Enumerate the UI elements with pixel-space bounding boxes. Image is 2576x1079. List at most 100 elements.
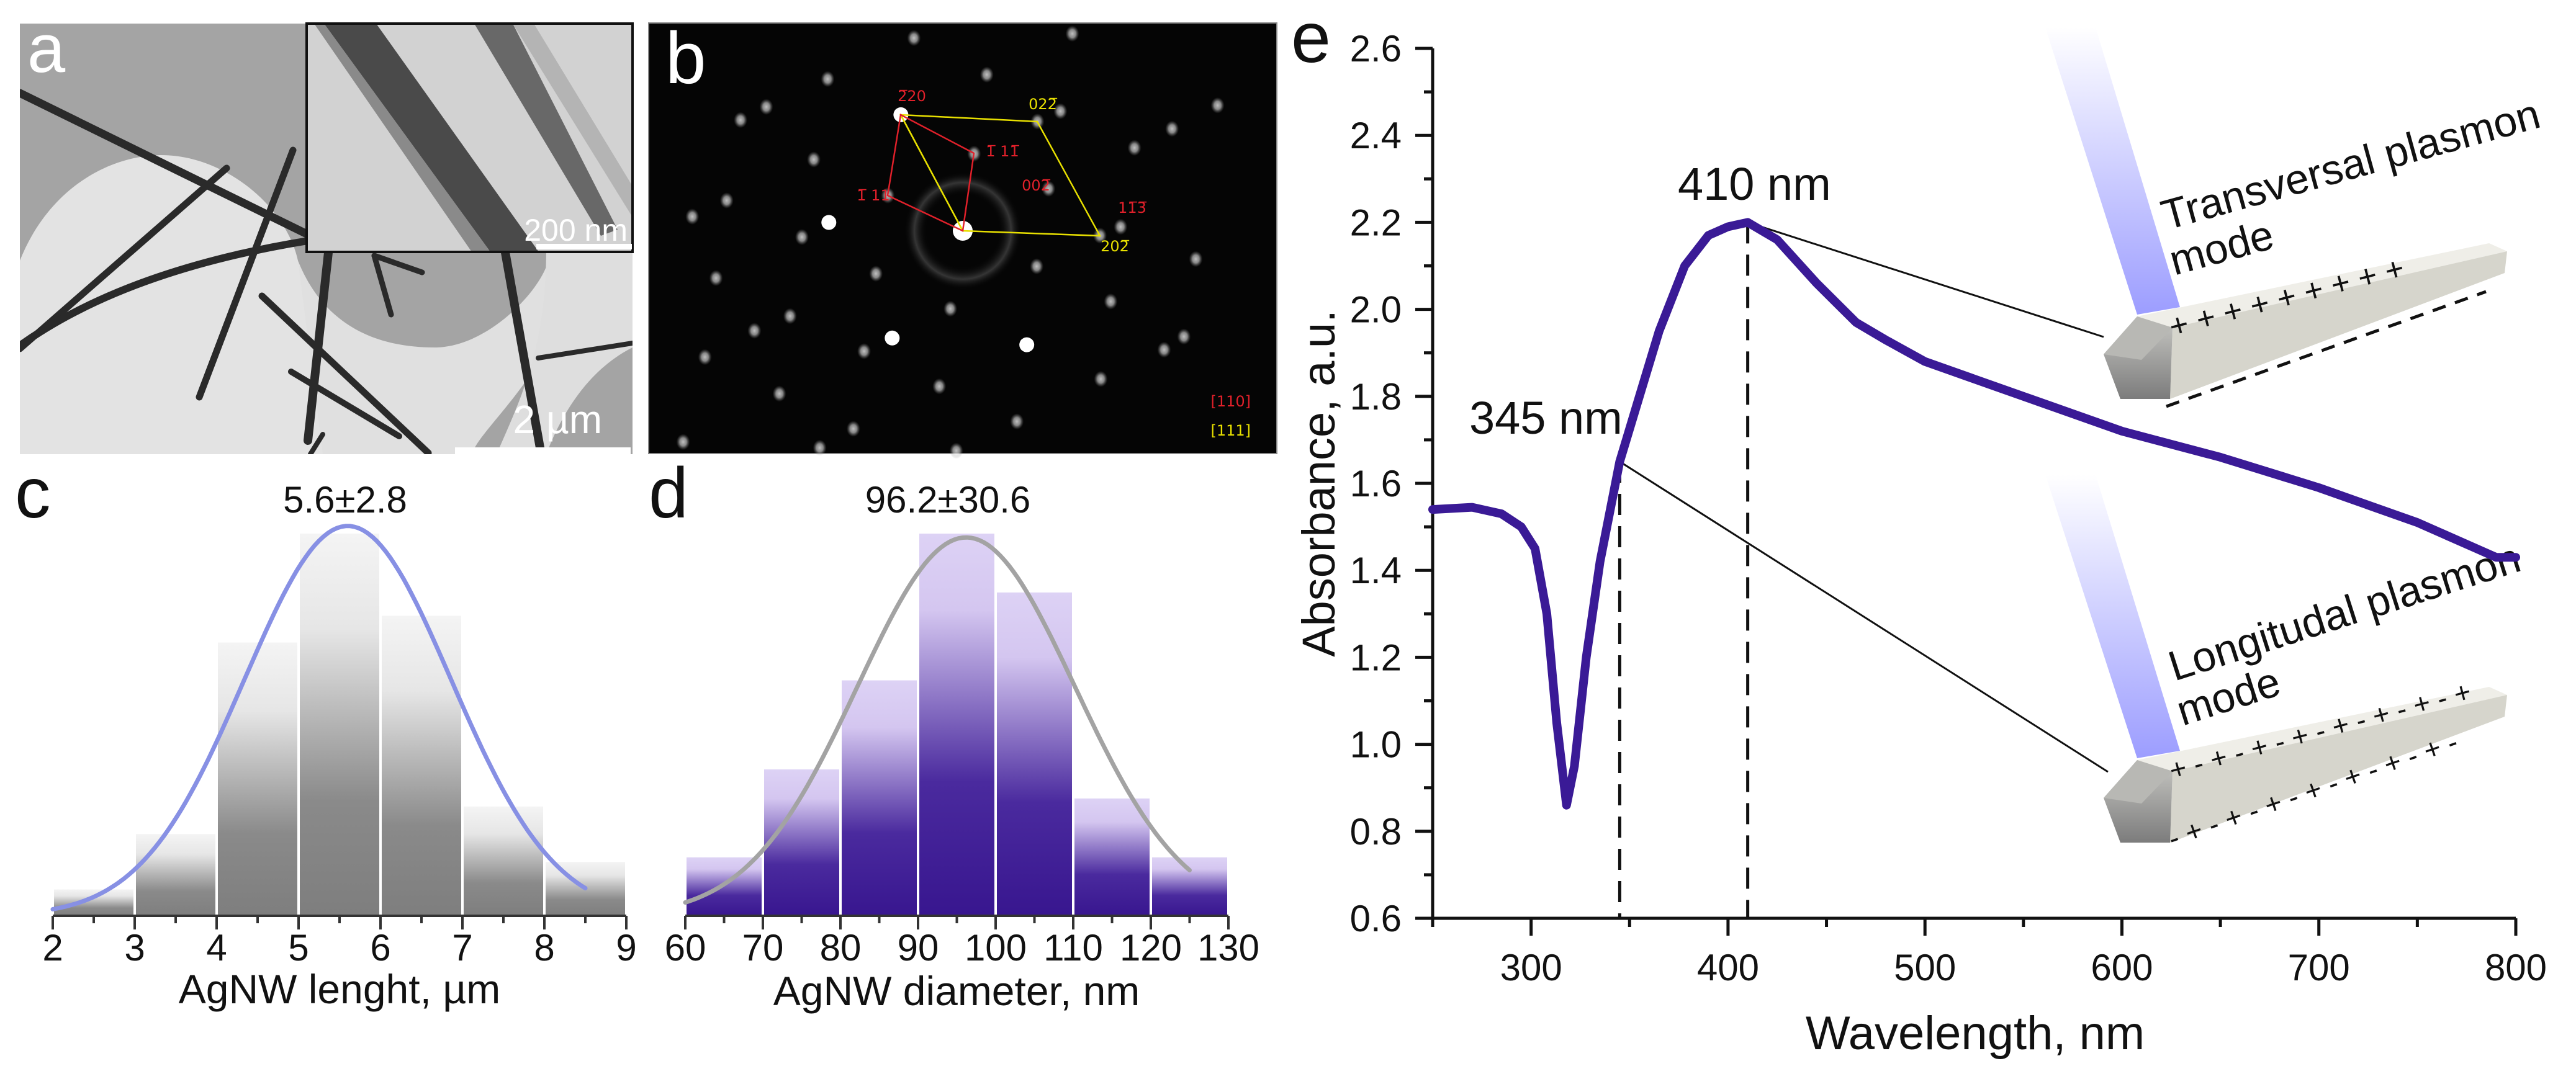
nanowire [20, 164, 230, 352]
nanowire [20, 237, 312, 349]
inset-longitudinal-mode: + - + - + - + - + - + - + - + - + - + - … [2045, 475, 2526, 854]
light-beam-icon [2045, 27, 2180, 315]
diffraction-spot [807, 151, 821, 168]
bright-diffraction-spot [821, 215, 837, 230]
histogram-bar [842, 680, 917, 916]
inset-scale-label: 200 nm [524, 213, 628, 248]
x-tick-label: 700 [2288, 947, 2350, 988]
x-tick-label: 400 [1697, 947, 1759, 988]
chart-title-d: 96.2±30.6 [865, 479, 1030, 521]
inset-transversal-mode: + + + + + + + + + Transversal plasmon mo… [2045, 27, 2545, 408]
diffraction-spot [846, 421, 860, 437]
panel-c-length-histogram: c 5.6±2.8 2 3 4 5 6 7 8 9 AgNW lenght, µm [15, 454, 637, 1012]
nanowire [258, 292, 432, 454]
nanowire [501, 248, 545, 454]
peak-410-annotation: 410 nm [1678, 158, 1831, 210]
diffraction-spot [1104, 293, 1118, 310]
y-tick-label: 0.8 [1350, 811, 1402, 853]
panel-b-saed-pattern: 2̅20 022̅ 1̅ 11̅ 1̅ 11 002̅ 11̅3̅ 202̅ [110] [… [648, 17, 1277, 459]
diffraction-spot [1042, 181, 1056, 197]
panel-label-b: b [665, 17, 706, 99]
x-axis-label-e: Wavelength, nm [1806, 1007, 2145, 1060]
red-zone-cell [886, 114, 975, 232]
diffraction-spot [772, 385, 786, 402]
diffraction-spot [783, 308, 797, 325]
x-tick-label: 7 [452, 927, 472, 969]
diffraction-spot [932, 378, 947, 395]
x-tick-label: 500 [1894, 947, 1956, 988]
diffraction-spot [949, 442, 963, 459]
diffraction-spot [709, 270, 723, 287]
histogram-bar [136, 834, 215, 916]
diffraction-spot [1127, 140, 1142, 156]
x-axis-label-d: AgNW diameter, nm [773, 968, 1140, 1014]
panel-label-a: a [27, 11, 66, 87]
y-tick-label: 2.0 [1350, 289, 1402, 331]
panel-label-e: e [1291, 0, 1331, 78]
diffraction-spot [1065, 25, 1079, 42]
bright-diffraction-spot [1019, 337, 1035, 352]
diffraction-spot [821, 71, 835, 87]
diffraction-spot [719, 192, 734, 209]
absorbance-spectrum-line [1428, 218, 2520, 810]
inset-scale-bar [536, 244, 632, 249]
nanowire-icon [2104, 243, 2507, 399]
y-axis-label-e: Absorbance, a.u. [1293, 310, 1344, 656]
diffraction-spot [734, 112, 748, 128]
gaussian-fit-curve [50, 524, 588, 911]
diffraction-spot [1094, 370, 1108, 387]
spot-index-label: 1̅ 11 [857, 187, 889, 204]
tem-film-hole [20, 155, 335, 454]
spot-index-label: 002̅ [1022, 177, 1051, 194]
zone-axis-111: [111] [1210, 422, 1251, 439]
x-tick-label: 2 [42, 927, 63, 969]
nanowire [196, 146, 297, 401]
x-tick-label: 80 [820, 927, 862, 969]
nanowire [371, 253, 394, 318]
diffraction-spot [1053, 103, 1068, 120]
diffraction-spot [1189, 251, 1203, 267]
tem-inset: 200 nm [305, 22, 634, 253]
diffraction-spot [1210, 97, 1225, 114]
diffraction-spot [1157, 341, 1171, 358]
longitudinal-label-line1: Longitudal plasmon [2163, 534, 2526, 691]
peak-345-annotation: 345 nm [1469, 392, 1623, 444]
panel-d-diameter-histogram: d 96.2±30.6 60 70 80 90 100 110 120 130 AgNW di… [649, 454, 1259, 1014]
diffraction-spots [676, 25, 1225, 459]
diffraction-spot [795, 229, 809, 246]
x-tick-label: 3 [124, 927, 145, 969]
y-tick-label: 1.8 [1350, 376, 1402, 418]
x-tick-label: 6 [370, 927, 390, 969]
y-tick-label: 1.4 [1350, 550, 1402, 591]
diffraction-spot [1165, 120, 1179, 137]
diffraction-spot [1177, 328, 1191, 345]
scale-bar [455, 447, 631, 454]
leader-line-transversal [1747, 221, 2104, 338]
panel-label-c: c [15, 454, 51, 533]
diffraction-spot [907, 30, 921, 47]
x-tick-label: 8 [534, 927, 554, 969]
panel-label-d: d [649, 454, 688, 533]
leader-line-longitudinal [1619, 460, 2109, 773]
histogram-bar [218, 642, 297, 916]
nanowire [308, 432, 325, 454]
y-tick-label: 2.6 [1350, 28, 1402, 69]
bright-diffraction-spot [885, 330, 900, 346]
y-tick-label: 0.6 [1350, 898, 1402, 939]
diffraction-spot [980, 66, 994, 83]
histogram-bar [997, 592, 1072, 916]
x-tick-label: 130 [1197, 927, 1259, 969]
diffraction-spot [857, 343, 871, 360]
x-tick-label: 4 [206, 927, 227, 969]
x-tick-label: 70 [742, 927, 784, 969]
x-tick-label: 600 [2091, 947, 2153, 988]
panel-e-absorbance-spectrum: e + + + + + + + + + Transversal plasmon … [1291, 0, 2547, 1060]
diffraction-spot [943, 300, 958, 317]
diffraction-spot [1010, 413, 1024, 430]
y-tick-label: 1.2 [1350, 637, 1402, 678]
nanowire-icon [2104, 687, 2507, 843]
y-tick-label: 1.6 [1350, 463, 1402, 504]
panel-a-tem-image: 200 nm a 2 µm [20, 11, 634, 454]
spot-index-label: 2̅20 [898, 87, 926, 105]
